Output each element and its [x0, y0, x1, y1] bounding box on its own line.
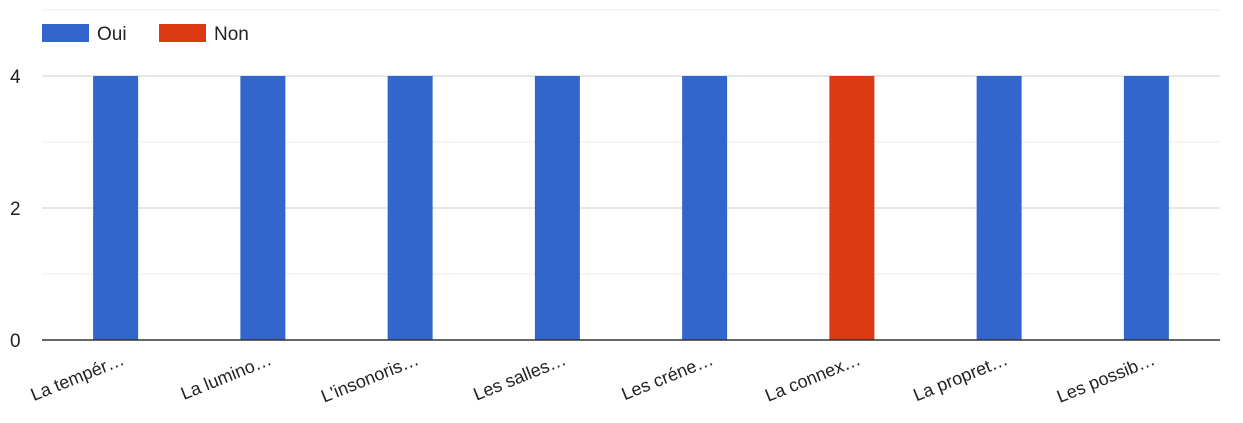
bar-oui-7[interactable] [1123, 76, 1169, 340]
legend-label-oui: Oui [97, 24, 127, 45]
legend-swatch-non [159, 24, 206, 42]
legend-label-non: Non [214, 24, 249, 45]
y-tick-label-2: 4 [10, 67, 21, 88]
x-tick-label-0: La tempér… [28, 349, 127, 405]
bar-oui-1[interactable] [240, 76, 286, 340]
x-tick-label-7: Les possib… [1054, 349, 1158, 407]
legend-swatch-oui [42, 24, 89, 42]
y-tick-label-1: 2 [10, 199, 21, 220]
x-tick-label-4: Les créne… [619, 349, 716, 404]
x-tick-label-5: La connex… [762, 349, 863, 405]
x-tick-label-2: L'insonoris… [318, 349, 421, 406]
x-tick-label-3: Les salles… [470, 349, 568, 404]
x-tick-label-1: La lumino… [178, 349, 275, 404]
bar-oui-3[interactable] [534, 76, 580, 340]
bar-oui-2[interactable] [387, 76, 433, 340]
bar-non-5[interactable] [829, 76, 875, 340]
x-tick-label-6: La propret… [910, 349, 1010, 405]
bar-oui-4[interactable] [682, 76, 728, 340]
bar-oui-6[interactable] [976, 76, 1022, 340]
y-tick-label-0: 0 [10, 331, 21, 352]
bar-oui-0[interactable] [93, 76, 139, 340]
